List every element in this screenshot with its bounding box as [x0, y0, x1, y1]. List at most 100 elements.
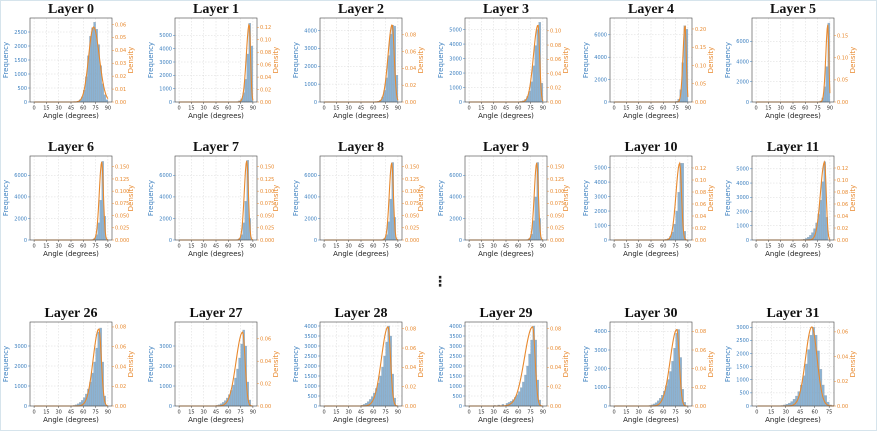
y-tick-label: 4000 [449, 324, 462, 330]
x-axis-label: Angle (degrees) [43, 250, 99, 258]
x-tick-label: 75 [237, 106, 243, 112]
y2-tick-label: 0.075 [550, 201, 564, 207]
y2-tick-label: 0.00 [837, 238, 848, 244]
x-tick-label: 0 [323, 244, 326, 250]
x-tick-label: 60 [370, 244, 376, 250]
y-tick-label: 500 [452, 394, 462, 400]
chart-panel: Layer 26 0 15 30 45 60 75 90 0 1000 2000 3000 0.00 0.… [2, 306, 135, 424]
y-tick-label: 3500 [304, 334, 317, 340]
x-tick-label: 30 [346, 410, 352, 416]
y2-axis-label: Density [707, 185, 715, 212]
histogram-bar [534, 45, 537, 103]
y2-tick-label: 0.08 [550, 327, 561, 333]
y-tick-label: 4000 [736, 59, 749, 65]
histogram-bar [95, 347, 98, 407]
histogram-bar [804, 363, 808, 407]
y-tick-label: 0 [746, 404, 749, 410]
histogram-bar [97, 331, 100, 407]
chart-panel: Layer 3 0 15 30 45 60 75 90 0 1000 2000 3000 4000 500… [437, 2, 570, 120]
y2-tick-label: 0.150 [405, 165, 419, 171]
x-tick-label: 0 [178, 106, 181, 112]
y2-axis-label: Density [127, 351, 135, 378]
chart-panel: Layer 5 0 15 30 45 60 75 90 0 2000 4000 6000 0.00 0.0… [724, 2, 857, 120]
chart-title: Layer 1 [193, 2, 239, 17]
x-tick-label: 15 [478, 106, 484, 112]
y-tick-label: 1000 [14, 384, 27, 390]
y-tick-label: 0 [24, 238, 27, 244]
y-tick-label: 2000 [159, 216, 172, 222]
y2-axis-label: Density [849, 185, 857, 212]
y2-tick-label: 0.05 [115, 35, 126, 41]
y-tick-label: 2000 [159, 73, 172, 79]
y-tick-label: 2000 [304, 364, 317, 370]
y-tick-label: 2000 [14, 216, 27, 222]
chart-panel: Layer 6 0 15 30 45 60 75 90 0 2000 4000 6000 0.000 0.… [2, 140, 135, 258]
y2-tick-label: 0.00 [115, 404, 126, 410]
x-axis-label: Angle (degrees) [765, 112, 821, 120]
y-tick-label: 500 [17, 86, 27, 92]
histogram-bar [825, 66, 828, 103]
y-tick-label: 4000 [594, 180, 607, 186]
x-axis-label: Angle (degrees) [623, 112, 679, 120]
y2-tick-label: 0.050 [405, 213, 419, 219]
y-tick-label: 2000 [14, 364, 27, 370]
x-tick-label: 30 [636, 410, 642, 416]
histogram-bar [242, 222, 245, 241]
y-tick-label: 0 [169, 100, 172, 106]
x-tick-label: 90 [540, 106, 546, 112]
y2-tick-label: 0.06 [115, 22, 126, 28]
x-tick-label: 45 [68, 410, 74, 416]
y2-tick-label: 0.02 [405, 83, 416, 89]
y2-tick-label: 0.04 [260, 359, 271, 365]
y2-tick-label: 0.150 [115, 165, 129, 171]
histogram-bar [821, 181, 824, 241]
x-tick-label: 90 [540, 244, 546, 250]
histogram-bar [381, 366, 384, 407]
y-tick-label: 6000 [594, 33, 607, 39]
chart-title: Layer 28 [334, 306, 387, 321]
y2-tick-label: 0.06 [115, 345, 126, 351]
chart-title: Layer 3 [483, 2, 529, 17]
y2-tick-label: 0.02 [115, 384, 126, 390]
y2-tick-label: 0.100 [115, 189, 129, 195]
chart-title: Layer 10 [624, 140, 677, 155]
y-tick-label: 1000 [159, 86, 172, 92]
x-tick-label: 0 [323, 106, 326, 112]
y2-tick-label: 0.00 [837, 100, 848, 106]
y-tick-label: 3000 [594, 194, 607, 200]
y-tick-label: 6000 [159, 173, 172, 179]
y2-tick-label: 0.025 [115, 226, 129, 232]
x-tick-label: 30 [201, 410, 207, 416]
y-axis-label: Frequency [147, 42, 155, 78]
histogram-bar [530, 81, 533, 103]
y2-tick-label: 0.20 [695, 27, 706, 33]
x-tick-label: 60 [660, 106, 666, 112]
y2-tick-label: 0.04 [405, 365, 416, 371]
plot-frame [751, 321, 835, 407]
y2-tick-label: 0.08 [115, 325, 126, 331]
histogram-bar [389, 198, 392, 241]
x-tick-label: 75 [527, 244, 533, 250]
y2-tick-label: 0.02 [550, 384, 561, 390]
y2-tick-label: 0.04 [550, 71, 561, 77]
y-tick-label: 0 [459, 238, 462, 244]
chart-title: Layer 0 [48, 2, 94, 17]
y2-tick-label: 0.04 [695, 366, 706, 372]
x-tick-label: 15 [478, 244, 484, 250]
y2-axis-label: Density [417, 47, 425, 74]
histogram-bar [669, 371, 672, 407]
x-tick-label: 75 [814, 244, 820, 250]
x-tick-label: 60 [812, 410, 818, 416]
y-tick-label: 0 [314, 404, 317, 410]
x-axis-label: Angle (degrees) [43, 416, 99, 424]
x-tick-label: 75 [672, 244, 678, 250]
x-tick-label: 90 [395, 410, 401, 416]
x-tick-label: 0 [33, 410, 36, 416]
histogram-bar [536, 29, 539, 103]
x-tick-label: 30 [346, 106, 352, 112]
y-axis-label: Frequency [582, 180, 590, 216]
histogram-bar [389, 33, 392, 103]
y2-tick-label: 0.02 [695, 226, 706, 232]
y-tick-label: 1000 [304, 384, 317, 390]
